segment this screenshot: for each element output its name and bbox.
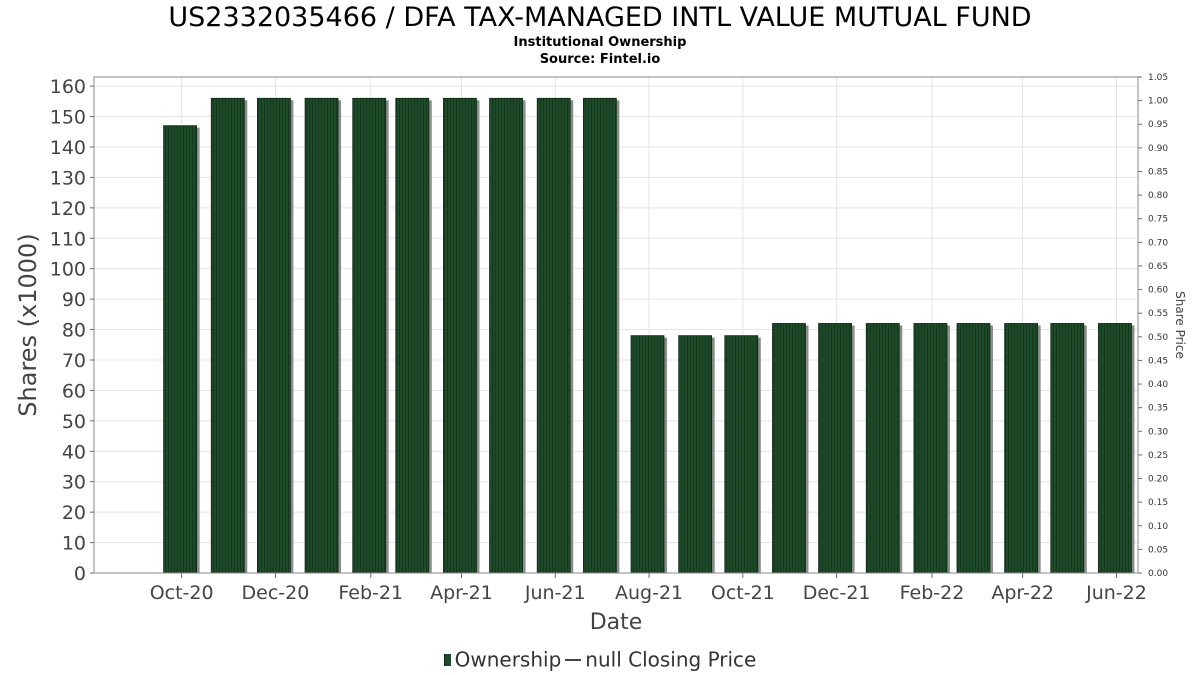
y2-tick-label: 0.20 (1148, 475, 1168, 485)
y2-tick-label: 1.00 (1148, 97, 1168, 107)
ownership-bar (1098, 323, 1132, 574)
ownership-bar (352, 97, 387, 574)
y-tick-label: 80 (62, 320, 86, 342)
x-tick-label: Dec-20 (242, 582, 310, 604)
y-tick-label: 100 (50, 259, 86, 281)
x-tick-label: Apr-21 (430, 582, 493, 604)
chart-title: US2332035466 / DFA TAX-MANAGED INTL VALU… (168, 2, 1032, 33)
ownership-bar (956, 323, 991, 574)
y2-tick-label: 0.60 (1148, 286, 1168, 296)
chart-source: Source: Fintel.io (539, 52, 661, 67)
ownership-bar (1050, 323, 1085, 574)
x-tick-label: Dec-21 (803, 582, 871, 604)
ownership-bar (536, 97, 571, 574)
ownership-bar (913, 323, 948, 574)
y2-tick-label: 0.55 (1148, 309, 1168, 319)
y-tick-label: 130 (50, 167, 86, 189)
ownership-swatch (443, 653, 451, 666)
y2-tick-label: 1.05 (1148, 73, 1168, 83)
y2-tick-label: 0.10 (1148, 522, 1168, 532)
y2-tick-label: 0.40 (1148, 380, 1168, 390)
price-swatch (565, 658, 582, 661)
x-tick-label: Feb-22 (900, 582, 965, 604)
y2-tick-label: 0.90 (1148, 144, 1168, 154)
legend-ownership: Ownership (454, 647, 562, 672)
y-tick-label: 120 (50, 198, 86, 220)
bar-layer (163, 97, 1135, 574)
y-tick-label: 0 (74, 563, 86, 585)
ownership-bar (818, 323, 853, 574)
y2-tick-label: 0.25 (1148, 451, 1168, 461)
y-tick-label: 90 (62, 289, 86, 311)
ownership-bar (443, 97, 477, 574)
x-axis-label: Date (590, 610, 643, 635)
y-tick-label: 150 (50, 107, 86, 129)
y-tick-label: 10 (62, 533, 86, 555)
ownership-bar (304, 97, 339, 574)
y2-tick-label: 0.80 (1148, 191, 1168, 201)
x-tick-label: Aug-21 (615, 582, 683, 604)
y-tick-label: 30 (62, 472, 86, 494)
y2-tick-label: 0.00 (1148, 569, 1168, 579)
y2-tick-label: 0.85 (1148, 167, 1168, 177)
y-tick-label: 70 (62, 350, 86, 372)
ownership-bar (489, 97, 523, 574)
x-tick-label: Feb-21 (338, 582, 403, 604)
y-axis-label: Shares (x1000) (14, 233, 42, 416)
y2-tick-label: 0.70 (1148, 238, 1168, 248)
y2-tick-label: 0.75 (1148, 215, 1168, 225)
y-tick-label: 50 (62, 411, 86, 433)
y2-tick-label: 0.95 (1148, 120, 1168, 130)
y2-tick-label: 0.65 (1148, 262, 1168, 272)
axis-layer: 0 10 20 30 40 50 60 70 80 90 100 110 120 130 140 150 160… (50, 73, 1169, 604)
y-tick-label: 140 (50, 137, 86, 159)
y2-tick-label: 0.45 (1148, 356, 1168, 366)
ownership-bar (724, 335, 759, 574)
legend: Ownership null Closing Price (0, 646, 1200, 672)
ownership-bar (256, 97, 291, 574)
ownership-bar (772, 323, 806, 574)
y-tick-label: 20 (62, 502, 86, 524)
y-tick-label: 110 (50, 228, 86, 250)
y2-tick-label: 0.05 (1148, 545, 1168, 555)
x-tick-label: Apr-22 (991, 582, 1054, 604)
legend-price: null Closing Price (585, 647, 757, 672)
y2-tick-label: 0.30 (1148, 427, 1168, 437)
ownership-bar (678, 335, 713, 574)
y2-axis-label: Share Price (1173, 291, 1187, 359)
ownership-bar (395, 97, 430, 574)
y2-tick-label: 0.50 (1148, 333, 1168, 343)
plot-frame (93, 76, 1139, 574)
y2-tick-label: 0.35 (1148, 404, 1168, 414)
y2-tick-label: 0.15 (1148, 498, 1168, 508)
x-tick-label: Oct-20 (150, 582, 214, 604)
x-tick-label: Oct-21 (711, 582, 775, 604)
ownership-bar (1004, 323, 1039, 574)
y-tick-label: 160 (50, 76, 86, 98)
ownership-bar (582, 97, 617, 574)
ownership-bar (630, 335, 665, 574)
ownership-bar (163, 125, 198, 574)
ownership-bar (210, 97, 245, 574)
y-tick-label: 40 (62, 441, 86, 463)
x-tick-label: Jun-22 (1085, 582, 1147, 604)
x-tick-label: Jun-21 (524, 582, 586, 604)
chart-subtitle: Institutional Ownership (513, 35, 687, 50)
y-tick-label: 60 (62, 380, 86, 402)
ownership-bar (865, 323, 900, 574)
